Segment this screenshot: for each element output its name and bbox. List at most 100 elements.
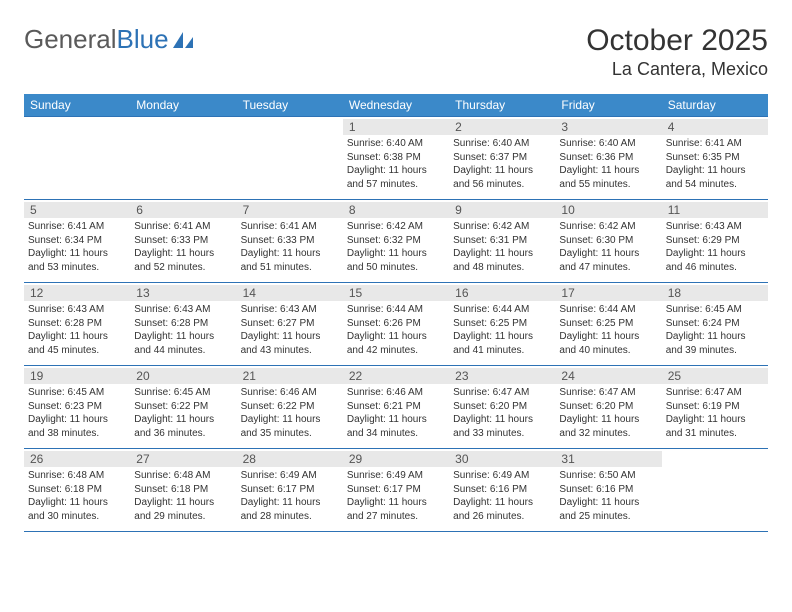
day-cell: 1 Sunrise: 6:40 AMSunset: 6:38 PMDaylight…	[343, 117, 449, 199]
day-number: 11	[662, 202, 768, 218]
calendar: SundayMondayTuesdayWednesdayThursdayFrid…	[24, 94, 768, 532]
day-cell	[237, 117, 343, 199]
day-cell: 5 Sunrise: 6:41 AMSunset: 6:34 PMDaylight…	[24, 200, 130, 282]
weekday-header: SundayMondayTuesdayWednesdayThursdayFrid…	[24, 94, 768, 116]
day-details: Sunrise: 6:47 AMSunset: 6:20 PMDaylight:…	[559, 386, 657, 440]
day-details: Sunrise: 6:44 AMSunset: 6:26 PMDaylight:…	[347, 303, 445, 357]
day-number: 5	[24, 202, 130, 218]
day-number: 22	[343, 368, 449, 384]
day-cell: 11 Sunrise: 6:43 AMSunset: 6:29 PMDayligh…	[662, 200, 768, 282]
day-number: 31	[555, 451, 661, 467]
day-number: 16	[449, 285, 555, 301]
day-number: 26	[24, 451, 130, 467]
day-number: 10	[555, 202, 661, 218]
day-cell: 30 Sunrise: 6:49 AMSunset: 6:16 PMDayligh…	[449, 449, 555, 531]
day-number: 25	[662, 368, 768, 384]
day-details: Sunrise: 6:49 AMSunset: 6:16 PMDaylight:…	[453, 469, 551, 523]
day-cell: 9 Sunrise: 6:42 AMSunset: 6:31 PMDaylight…	[449, 200, 555, 282]
day-cell: 29 Sunrise: 6:49 AMSunset: 6:17 PMDayligh…	[343, 449, 449, 531]
day-details: Sunrise: 6:50 AMSunset: 6:16 PMDaylight:…	[559, 469, 657, 523]
day-details: Sunrise: 6:43 AMSunset: 6:28 PMDaylight:…	[134, 303, 232, 357]
day-number: 7	[237, 202, 343, 218]
day-cell	[662, 449, 768, 531]
day-number: 29	[343, 451, 449, 467]
day-cell: 6Sunrise: 6:41 AMSunset: 6:33 PMDaylight…	[130, 200, 236, 282]
day-cell: 31 Sunrise: 6:50 AMSunset: 6:16 PMDayligh…	[555, 449, 661, 531]
day-cell: 28Sunrise: 6:49 AMSunset: 6:17 PMDayligh…	[237, 449, 343, 531]
week-row: 26Sunrise: 6:48 AMSunset: 6:18 PMDayligh…	[24, 448, 768, 532]
day-details: Sunrise: 6:40 AMSunset: 6:38 PMDaylight:…	[347, 137, 445, 191]
day-details: Sunrise: 6:42 AMSunset: 6:31 PMDaylight:…	[453, 220, 551, 274]
day-number: 24	[555, 368, 661, 384]
day-cell: 10 Sunrise: 6:42 AMSunset: 6:30 PMDayligh…	[555, 200, 661, 282]
day-number: 3	[555, 119, 661, 135]
day-details: Sunrise: 6:42 AMSunset: 6:30 PMDaylight:…	[559, 220, 657, 274]
day-number: 30	[449, 451, 555, 467]
day-details: Sunrise: 6:46 AMSunset: 6:21 PMDaylight:…	[347, 386, 445, 440]
title-block: October 2025 La Cantera, Mexico	[586, 24, 768, 80]
day-cell: 16 Sunrise: 6:44 AMSunset: 6:25 PMDayligh…	[449, 283, 555, 365]
day-number: 1	[343, 119, 449, 135]
logo-text-general: General	[24, 24, 117, 55]
day-details: Sunrise: 6:46 AMSunset: 6:22 PMDaylight:…	[241, 386, 339, 440]
day-details: Sunrise: 6:43 AMSunset: 6:27 PMDaylight:…	[241, 303, 339, 357]
week-row: 5 Sunrise: 6:41 AMSunset: 6:34 PMDaylight…	[24, 199, 768, 282]
weekday-label: Monday	[130, 94, 236, 116]
week-row: 19 Sunrise: 6:45 AMSunset: 6:23 PMDayligh…	[24, 365, 768, 448]
day-number: 20	[130, 368, 236, 384]
week-row: 1 Sunrise: 6:40 AMSunset: 6:38 PMDaylight…	[24, 116, 768, 199]
day-details: Sunrise: 6:45 AMSunset: 6:22 PMDaylight:…	[134, 386, 232, 440]
day-details: Sunrise: 6:48 AMSunset: 6:18 PMDaylight:…	[134, 469, 232, 523]
weekday-label: Wednesday	[343, 94, 449, 116]
day-details: Sunrise: 6:45 AMSunset: 6:23 PMDaylight:…	[28, 386, 126, 440]
day-details: Sunrise: 6:44 AMSunset: 6:25 PMDaylight:…	[559, 303, 657, 357]
header: GeneralBlue October 2025 La Cantera, Mex…	[24, 24, 768, 80]
day-number: 19	[24, 368, 130, 384]
day-cell: 26 Sunrise: 6:48 AMSunset: 6:18 PMDayligh…	[24, 449, 130, 531]
day-cell: 17 Sunrise: 6:44 AMSunset: 6:25 PMDayligh…	[555, 283, 661, 365]
day-details: Sunrise: 6:41 AMSunset: 6:34 PMDaylight:…	[28, 220, 126, 274]
day-details: Sunrise: 6:47 AMSunset: 6:19 PMDaylight:…	[666, 386, 764, 440]
day-cell: 13 Sunrise: 6:43 AMSunset: 6:28 PMDayligh…	[130, 283, 236, 365]
day-cell: 4 Sunrise: 6:41 AMSunset: 6:35 PMDaylight…	[662, 117, 768, 199]
day-cell: 21 Sunrise: 6:46 AMSunset: 6:22 PMDayligh…	[237, 366, 343, 448]
day-cell: 27Sunrise: 6:48 AMSunset: 6:18 PMDayligh…	[130, 449, 236, 531]
day-details: Sunrise: 6:42 AMSunset: 6:32 PMDaylight:…	[347, 220, 445, 274]
day-details: Sunrise: 6:49 AMSunset: 6:17 PMDaylight:…	[347, 469, 445, 523]
weekday-label: Saturday	[662, 94, 768, 116]
day-cell	[24, 117, 130, 199]
day-details: Sunrise: 6:40 AMSunset: 6:37 PMDaylight:…	[453, 137, 551, 191]
weekday-label: Tuesday	[237, 94, 343, 116]
day-cell: 25 Sunrise: 6:47 AMSunset: 6:19 PMDayligh…	[662, 366, 768, 448]
weekday-label: Friday	[555, 94, 661, 116]
day-details: Sunrise: 6:44 AMSunset: 6:25 PMDaylight:…	[453, 303, 551, 357]
day-number: 28	[237, 451, 343, 467]
day-number: 9	[449, 202, 555, 218]
day-number: 17	[555, 285, 661, 301]
day-cell: 24 Sunrise: 6:47 AMSunset: 6:20 PMDayligh…	[555, 366, 661, 448]
day-details: Sunrise: 6:48 AMSunset: 6:18 PMDaylight:…	[28, 469, 126, 523]
day-details: Sunrise: 6:40 AMSunset: 6:36 PMDaylight:…	[559, 137, 657, 191]
day-details: Sunrise: 6:41 AMSunset: 6:35 PMDaylight:…	[666, 137, 764, 191]
day-cell: 20 Sunrise: 6:45 AMSunset: 6:22 PMDayligh…	[130, 366, 236, 448]
day-number: 13	[130, 285, 236, 301]
logo: GeneralBlue	[24, 24, 197, 55]
day-number: 12	[24, 285, 130, 301]
day-cell: 22 Sunrise: 6:46 AMSunset: 6:21 PMDayligh…	[343, 366, 449, 448]
day-details: Sunrise: 6:47 AMSunset: 6:20 PMDaylight:…	[453, 386, 551, 440]
day-details: Sunrise: 6:41 AMSunset: 6:33 PMDaylight:…	[134, 220, 232, 274]
day-number: 4	[662, 119, 768, 135]
month-title: October 2025	[586, 24, 768, 57]
day-number: 21	[237, 368, 343, 384]
day-number: 2	[449, 119, 555, 135]
day-cell: 7 Sunrise: 6:41 AMSunset: 6:33 PMDaylight…	[237, 200, 343, 282]
day-number: 14	[237, 285, 343, 301]
day-cell: 8Sunrise: 6:42 AMSunset: 6:32 PMDaylight…	[343, 200, 449, 282]
day-details: Sunrise: 6:41 AMSunset: 6:33 PMDaylight:…	[241, 220, 339, 274]
day-number: 15	[343, 285, 449, 301]
weekday-label: Sunday	[24, 94, 130, 116]
day-details: Sunrise: 6:43 AMSunset: 6:29 PMDaylight:…	[666, 220, 764, 274]
weekday-label: Thursday	[449, 94, 555, 116]
logo-sail-icon	[171, 30, 197, 50]
day-cell: 15 Sunrise: 6:44 AMSunset: 6:26 PMDayligh…	[343, 283, 449, 365]
